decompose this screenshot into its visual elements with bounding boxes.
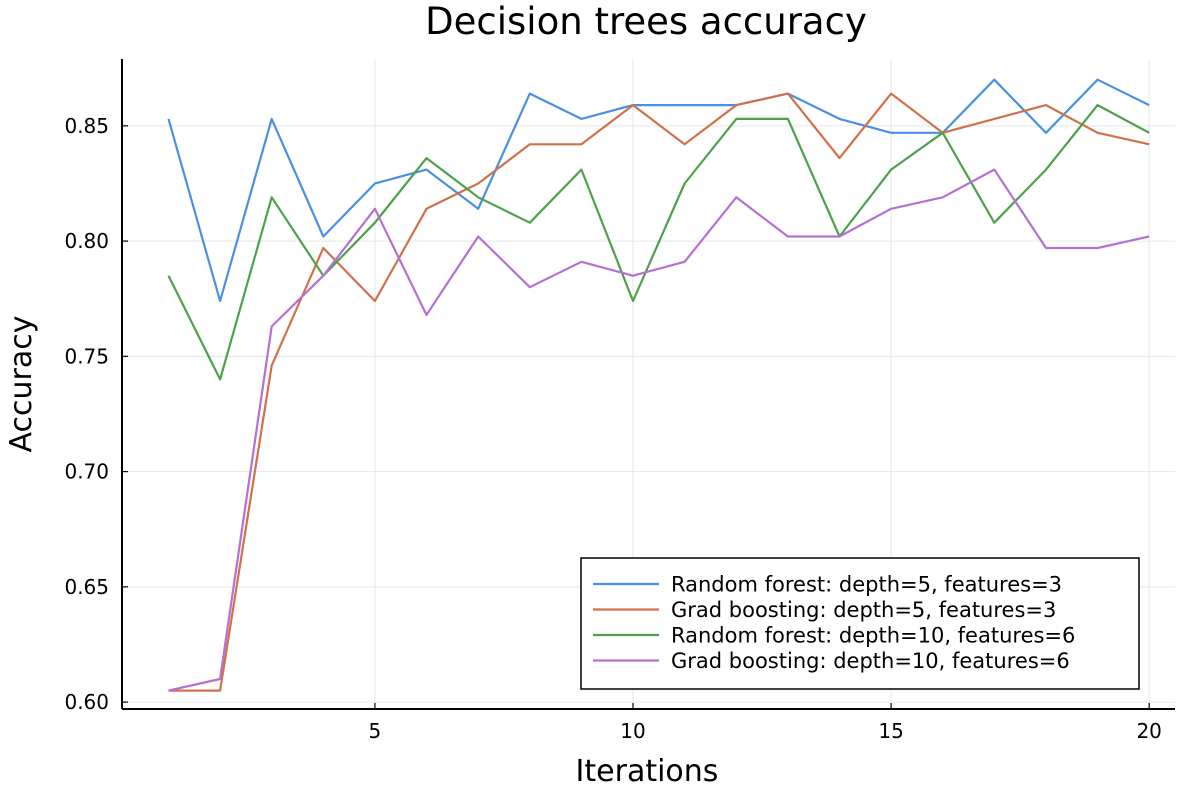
x-tick-label: 20	[1136, 719, 1161, 743]
axes-layer	[121, 59, 1175, 710]
y-tick-label: 0.80	[64, 229, 109, 253]
legend-label-3: Random forest: depth=10, features=6	[671, 624, 1075, 648]
y-tick-label: 0.75	[64, 344, 109, 368]
x-tick-label: 15	[878, 719, 903, 743]
y-tick-label: 0.65	[64, 575, 109, 599]
y-axis-label: Accuracy	[4, 316, 39, 453]
legend-label-4: Grad boosting: depth=10, features=6	[671, 649, 1070, 673]
series-line-4	[168, 168, 1150, 692]
x-tick-label: 10	[620, 719, 645, 743]
ticks-layer: 5 10 15 20 0.60 0.65 0.70 0.75 0.80 0.85	[64, 114, 1161, 743]
x-axis-label: Iterations	[576, 754, 719, 789]
legend-label-2: Grad boosting: depth=5, features=3	[671, 598, 1056, 622]
chart-title: Decision trees accuracy	[425, 0, 867, 43]
x-tick-label: 5	[369, 719, 382, 743]
series-line-1	[167, 78, 1150, 303]
series-line-3	[167, 103, 1150, 381]
y-tick-label: 0.70	[64, 460, 109, 484]
series-layer	[167, 78, 1150, 692]
y-tick-label: 0.85	[64, 114, 109, 138]
legend-label-1: Random forest: depth=5, features=3	[671, 573, 1062, 597]
series-line-2	[168, 92, 1150, 692]
y-tick-label: 0.60	[64, 690, 109, 714]
legend-box	[580, 557, 1140, 690]
